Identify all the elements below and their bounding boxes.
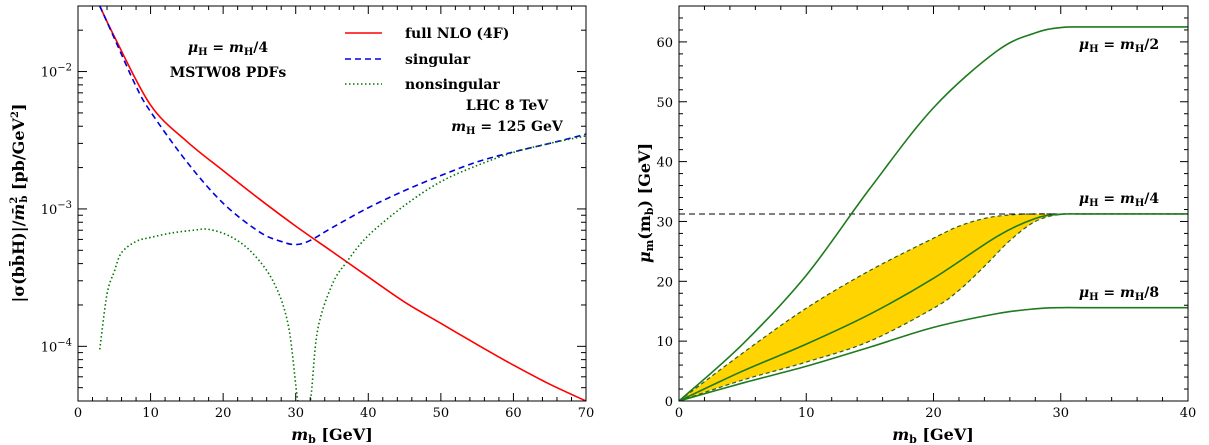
right-y-tick-label: 40	[656, 156, 673, 171]
right-y-tick-label: 30	[656, 215, 673, 230]
left-annotation-scale: μH = mH/4	[188, 40, 269, 58]
right-x-axis-label: mb [GeV]	[892, 425, 974, 445]
right-y-tick-label: 20	[656, 275, 673, 290]
right-band-lower-edge	[679, 213, 1188, 401]
right-y-tick-label: 50	[656, 96, 673, 111]
right-x-tick-label: 30	[1052, 406, 1069, 421]
left-x-axis-label: mb [GeV]	[291, 425, 373, 445]
left-x-tick-label: 20	[215, 406, 232, 421]
left-x-tick-label: 40	[360, 406, 377, 421]
left-x-tick-label: 70	[578, 406, 595, 421]
left-annotation-lhc: LHC 8 TeV	[466, 98, 549, 114]
left-x-tick-label: 50	[433, 406, 450, 421]
left-series-nonsingular-line	[98, 135, 586, 401]
left-series-group	[98, 6, 586, 401]
left-y-tick-label: 10−4	[41, 337, 72, 355]
right-x-tick-label: 0	[675, 406, 683, 421]
right-x-tick-label: 40	[1180, 406, 1197, 421]
left-chart: 0 10 20 30 40 50 60 70 10−4 10−3 10−2 μH = mH/4 MS…	[8, 5, 595, 445]
right-series-group	[679, 26, 1188, 401]
left-y-axis-label: |σ(bb̄H)|/m̄2b [pb/GeV2]	[8, 104, 30, 303]
right-ticks: 0 10 20 30 40 0 10 20 30 40 50 60	[656, 5, 1197, 421]
left-x-tick-label: 30	[287, 406, 304, 421]
left-annotation-pdf: MSTW08 PDFs	[170, 65, 287, 81]
legend-label-singular: singular	[405, 52, 471, 68]
right-label-half: μH = mH/2	[1079, 37, 1159, 55]
left-y-tick-label: 10−2	[41, 63, 72, 81]
right-y-tick-label: 60	[656, 36, 673, 51]
left-series-full-nlo-line	[99, 6, 586, 401]
left-x-tick-label: 60	[505, 406, 522, 421]
left-annotation-mh: mH = 125 GeV	[451, 119, 564, 137]
right-y-axis-label: μm(mb) [GeV]	[635, 143, 656, 263]
left-plot-frame	[77, 5, 587, 402]
left-x-tick-label: 0	[74, 406, 82, 421]
right-x-tick-label: 10	[798, 406, 815, 421]
right-x-tick-label: 20	[925, 406, 942, 421]
right-series-half-line	[679, 26, 1188, 401]
right-label-quarter: μH = mH/4	[1079, 191, 1160, 209]
legend-label-nonsingular: nonsingular	[405, 77, 500, 93]
left-y-tick-label: 10−3	[41, 200, 72, 218]
right-label-eighth: μH = mH/8	[1079, 285, 1159, 303]
right-y-tick-label: 0	[665, 395, 673, 410]
right-series-quarter-line	[679, 213, 1188, 401]
right-series-eighth-line	[679, 306, 1188, 401]
right-chart: 0 10 20 30 40 0 10 20 30 40 50 60 μH = mH/2 μH = mH…	[635, 5, 1197, 445]
left-series-singular-line	[99, 6, 586, 246]
left-legend: full NLO (4F) singular nonsingular	[345, 26, 509, 93]
right-y-tick-label: 10	[656, 335, 673, 350]
left-ticks: 0 10 20 30 40 50 60 70 10−4 10−3 10−2	[41, 5, 595, 421]
left-x-tick-label: 10	[142, 406, 159, 421]
legend-label-full: full NLO (4F)	[405, 26, 509, 42]
right-uncertainty-band	[679, 213, 1188, 401]
